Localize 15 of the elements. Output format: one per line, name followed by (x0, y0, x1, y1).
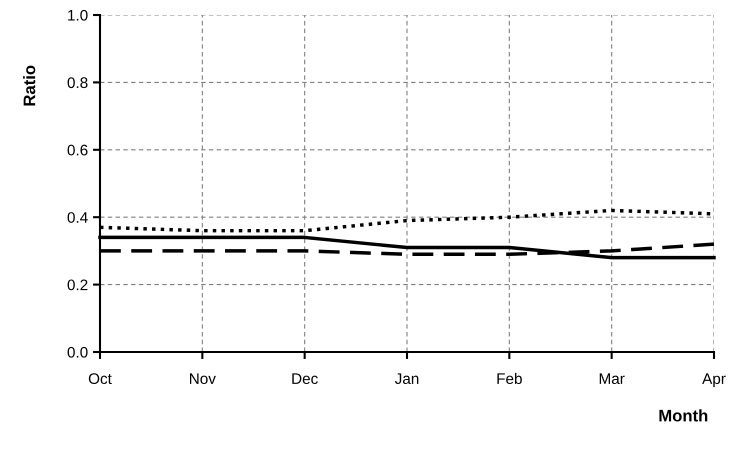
x-tick-label: Jan (394, 373, 418, 384)
x-tick-label: Feb (497, 372, 522, 384)
x-tick-label: Oct (88, 373, 112, 384)
y-tick-label: 1.0 (68, 10, 88, 21)
x-tick-label: Nov (190, 373, 216, 384)
y-tick-label: 0.8 (68, 77, 88, 88)
y-tick-label: 0.6 (68, 144, 88, 156)
x-tick-label: Dec (292, 373, 318, 384)
y-tick-label: 0.4 (68, 212, 88, 223)
y-tick-label: 0.2 (68, 279, 88, 290)
x-axis-title: Month (659, 409, 708, 422)
y-tick-label: 0.0 (68, 346, 88, 358)
y-axis-title: Ratio (23, 66, 36, 106)
x-tick-label: Mar (600, 373, 625, 384)
x-tick-label: Apr (702, 373, 726, 388)
